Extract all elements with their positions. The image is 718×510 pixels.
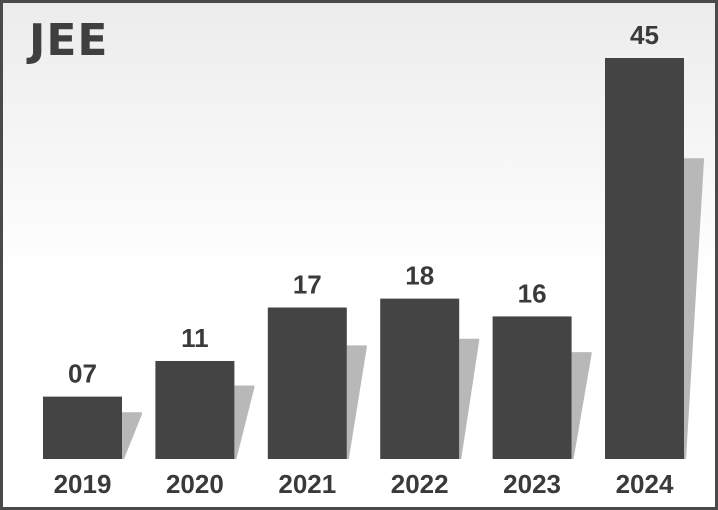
bar-chart: 07 2019 11 2020 17 2021 18 2022 16 2023 45 2024 [3, 3, 715, 507]
bar-shadow-2022 [459, 339, 479, 459]
value-label-2023: 16 [518, 278, 547, 308]
bar-shadow-2024 [684, 158, 704, 459]
value-label-2024: 45 [630, 20, 659, 50]
bar-2022 [380, 299, 459, 459]
bar-shadow-2021 [347, 345, 367, 459]
x-tick-label-2020: 2020 [166, 469, 224, 499]
value-label-2021: 17 [293, 270, 322, 300]
bar-2024 [605, 58, 684, 459]
x-tick-label-2024: 2024 [616, 469, 674, 499]
value-label-2019: 07 [68, 359, 97, 389]
x-tick-label-2021: 2021 [278, 469, 336, 499]
bar-2020 [155, 361, 234, 459]
bar-shadow-2020 [234, 385, 254, 459]
bar-2023 [493, 316, 572, 459]
bar-2021 [268, 308, 347, 459]
value-label-2022: 18 [405, 261, 434, 291]
x-tick-label-2023: 2023 [503, 469, 561, 499]
bar-shadow-2023 [572, 352, 592, 459]
x-tick-label-2022: 2022 [391, 469, 449, 499]
bar-2019 [43, 397, 122, 459]
x-tick-label-2019: 2019 [54, 469, 112, 499]
value-label-2020: 11 [181, 323, 209, 353]
bar-shadow-2019 [122, 412, 142, 459]
